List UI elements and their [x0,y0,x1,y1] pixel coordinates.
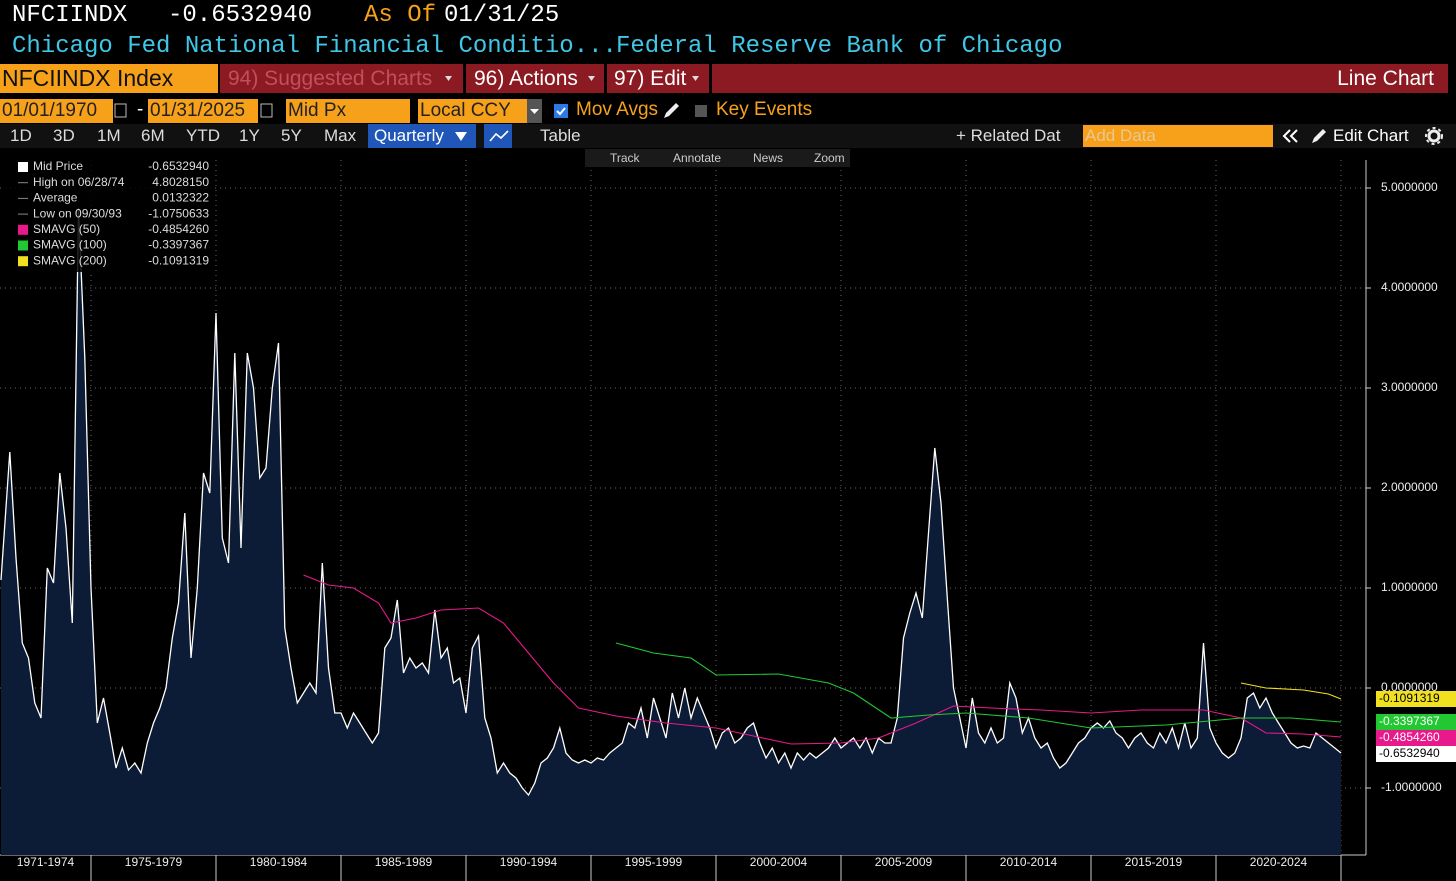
chart-tools: Track Annotate News Zoom [585,149,850,167]
legend-label: SMAVG (200) [33,253,107,267]
edit-chart[interactable]: Edit Chart [1333,126,1409,145]
period-button[interactable]: Max [324,126,357,145]
line [303,574,1342,745]
legend-label: SMAVG (50) [33,222,100,236]
legend-swatch [18,256,28,267]
frequency[interactable]: Quarterly [374,126,444,145]
dash: - [137,99,144,120]
separator [604,64,607,93]
legend-swatch [18,224,28,235]
currency-select[interactable]: Local CCY [418,99,527,123]
y-tick-label: -1.0000000 [1381,780,1442,794]
value-tag [1376,714,1456,730]
menu-item[interactable]: 97) Edit [614,67,687,90]
x-tick-label: 1975-1979 [125,855,183,869]
period-button[interactable]: 3D [53,126,75,145]
legend-label: SMAVG (100) [33,238,107,252]
chart-tool[interactable]: Annotate [673,151,722,165]
y-tick-label: 0.0000000 [1381,680,1438,694]
chart: -1.0000000 0.0000000 1.0000000 2.0000000 3.0… [0,155,1456,881]
line [615,642,1342,729]
value-tag-label: -0.1091319 [1379,691,1440,705]
x-tick-label: 2005-2009 [875,855,933,869]
toolbar-icons [455,124,512,148]
end-date[interactable]: 01/31/2025 [148,99,258,123]
chart-tool[interactable]: Zoom [814,151,845,165]
x-tick-label: 2020-2024 [1250,855,1308,869]
value-tag [1376,691,1456,707]
legend-swatch [18,240,28,251]
separator [709,64,712,93]
source: Federal Reserve Bank of Chicago [616,33,1063,60]
legend-value: -0.4854260 [148,222,209,236]
legend-value: 4.8028150 [152,175,209,189]
legend-label: Low on 09/30/93 [33,206,122,220]
x-tick-label: 2015-2019 [1125,855,1183,869]
as-of-label: As Of [364,2,437,29]
line [0,207,1342,797]
legend-value: -1.0750633 [148,206,209,220]
value-tag [1376,730,1456,746]
legend-value: 0.0132322 [152,191,209,205]
table-button[interactable]: Table [540,126,581,145]
security-field[interactable]: NFCIINDX Index [0,64,218,93]
x-tick-label: 1995-1999 [625,855,683,869]
menu-bar [220,64,1448,93]
period-button[interactable]: 1M [97,126,121,145]
y-tick-label: 3.0000000 [1381,380,1438,394]
value-tag-label: -0.3397367 [1379,714,1440,728]
period-button[interactable]: 5Y [281,126,302,145]
period-button[interactable]: YTD [186,126,220,145]
period-button[interactable]: 1D [10,126,32,145]
x-tick-label: 1985-1989 [375,855,433,869]
dropdown-arrows [445,76,699,81]
legend-label: Mid Price [33,159,83,173]
x-tick-label: 1971-1974 [17,855,75,869]
y-tick-label: 4.0000000 [1381,280,1438,294]
y-tick-label: 1.0000000 [1381,580,1438,594]
related-data[interactable]: + Related Dat [956,126,1061,145]
value-tag-label: -0.6532940 [1379,746,1440,760]
legend-swatch [18,162,28,172]
legend-value: -0.6532940 [148,159,209,173]
line [1240,682,1342,700]
legend-label: High on 06/28/74 [33,175,125,189]
mov-avgs[interactable]: Mov Avgs [576,99,659,120]
start-date[interactable]: 01/01/1970 [0,99,113,123]
last-value: -0.6532940 [168,2,313,29]
separator [463,64,466,93]
legend-box [5,155,215,272]
legend-value: -0.1091319 [148,253,209,267]
y-tick-label: 2.0000000 [1381,480,1438,494]
as-of-date: 01/31/25 [444,2,560,29]
legend-label: Average [33,191,78,205]
period-button[interactable]: 6M [141,126,165,145]
area [1,208,1341,855]
legend-value: -0.3397367 [148,238,209,252]
add-data[interactable]: Add Data [1083,125,1273,147]
x-tick-label: 1980-1984 [250,855,308,869]
period-button[interactable]: 1Y [239,126,260,145]
security-name: Chicago Fed National Financial Conditio.… [12,33,617,60]
x-tick-label: 2000-2004 [750,855,808,869]
field-select[interactable]: Mid Px [286,99,410,123]
menu-item[interactable]: 94) Suggested Charts [228,67,433,90]
value-tag-label: -0.4854260 [1379,730,1440,744]
field-icons [114,99,707,123]
toolbar-icons [1282,127,1443,145]
value-tag [1376,746,1456,762]
x-tick-label: 2010-2014 [1000,855,1058,869]
view-name: Line Chart [1337,67,1434,90]
ticker: NFCIINDX [12,2,128,29]
menu-item[interactable]: 96) Actions [474,67,578,90]
x-tick-label: 1990-1994 [500,855,558,869]
chart-tool[interactable]: News [753,151,784,165]
chart-tool[interactable]: Track [610,151,640,165]
y-tick-label: 5.0000000 [1381,180,1438,194]
key-events[interactable]: Key Events [716,99,813,120]
